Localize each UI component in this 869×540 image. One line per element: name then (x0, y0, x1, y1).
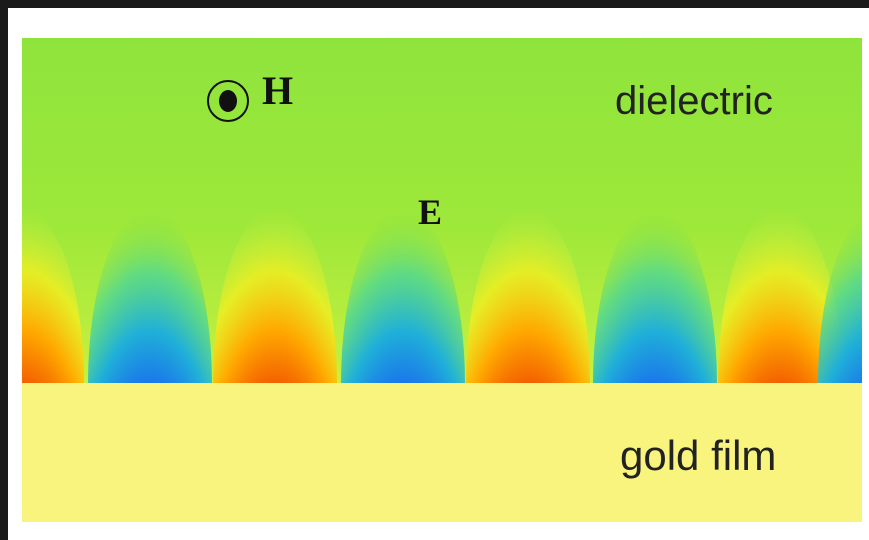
dielectric-label: dielectric (615, 79, 773, 123)
h-label: H (262, 68, 293, 113)
figure: H E dielectric gold film (0, 0, 869, 540)
page: {"labels": {"magnetic_field": "H", "elec… (0, 0, 869, 540)
e-label: E (418, 192, 442, 232)
h-symbol-dot (219, 90, 237, 112)
gold-film-label: gold film (620, 432, 776, 479)
